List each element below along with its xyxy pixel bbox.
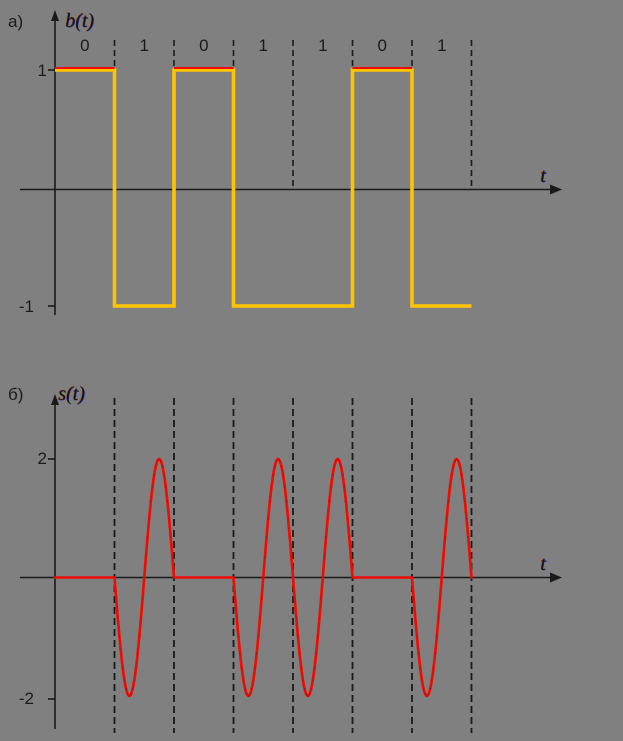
svg-text:1: 1 <box>318 36 327 55</box>
svg-text:2: 2 <box>38 449 47 468</box>
svg-text:-1: -1 <box>19 297 34 316</box>
svg-text:0: 0 <box>199 36 208 55</box>
svg-text:1: 1 <box>437 36 446 55</box>
svg-text:s(t): s(t) <box>58 383 85 405</box>
svg-text:t: t <box>540 553 546 575</box>
svg-text:0: 0 <box>80 36 89 55</box>
svg-text:0: 0 <box>377 36 386 55</box>
svg-text:a): a) <box>8 12 23 31</box>
svg-text:b(t): b(t) <box>65 10 94 32</box>
svg-text:t: t <box>540 165 546 187</box>
svg-text:1: 1 <box>38 61 47 80</box>
svg-text:1: 1 <box>258 36 267 55</box>
svg-text:б): б) <box>8 385 23 404</box>
svg-text:-2: -2 <box>19 689 34 708</box>
svg-text:1: 1 <box>139 36 148 55</box>
